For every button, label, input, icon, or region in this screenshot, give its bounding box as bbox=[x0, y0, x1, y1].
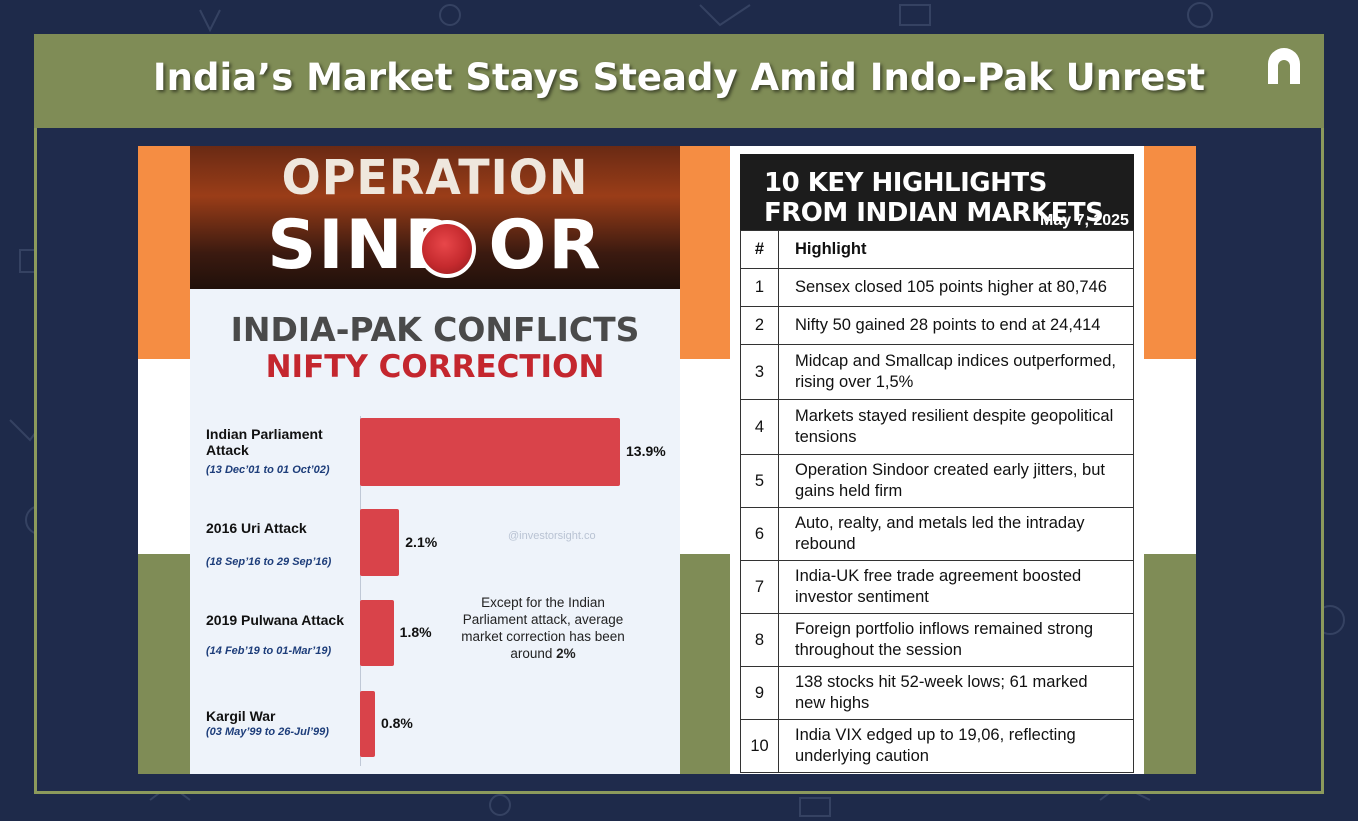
row-number: 9 bbox=[740, 666, 779, 720]
highlights-table-body: 1 Sensex closed 105 points higher at 80,7… bbox=[740, 268, 1134, 773]
column-header-highlight: Highlight bbox=[778, 230, 1134, 269]
table-row: 9 138 stocks hit 52-week lows; 61 marked … bbox=[740, 666, 1134, 720]
row-number: 2 bbox=[740, 306, 779, 345]
bar bbox=[360, 509, 400, 576]
page-title: India’s Market Stays Steady Amid Indo-Pa… bbox=[152, 56, 1206, 99]
bar-period-label: (13 Dec’01 to 01 Oct’02) bbox=[206, 464, 330, 476]
nifty-correction-infographic: OPERATION SIND OR INDIA-PAK CONFLICTS NI… bbox=[190, 146, 680, 774]
row-highlight-text: India-UK free trade agreement boosted in… bbox=[778, 560, 1134, 614]
bar bbox=[360, 600, 394, 666]
operation-sindoor-banner: OPERATION SIND OR bbox=[190, 146, 680, 289]
highlights-card: 10 KEY HIGHLIGHTS FROM INDIAN MARKETS Ma… bbox=[730, 146, 1144, 774]
bar-category-label: Indian Parliament Attack bbox=[206, 426, 323, 458]
bar-value-label: 1.8% bbox=[399, 624, 432, 640]
bar-period-label: (03 May’99 to 26-Jul’99) bbox=[206, 726, 329, 738]
bar-category-label: 2016 Uri Attack bbox=[206, 520, 307, 536]
chart-note: Except for the Indian Parliament attack,… bbox=[458, 594, 628, 662]
row-highlight-text: Operation Sindoor created early jitters,… bbox=[778, 454, 1134, 508]
note-text: Except for the Indian Parliament attack,… bbox=[461, 595, 625, 661]
chart-axis-line bbox=[360, 416, 361, 766]
sindoor-bowl-icon bbox=[418, 220, 476, 278]
row-number: 4 bbox=[740, 399, 779, 455]
row-number: 1 bbox=[740, 268, 779, 307]
column-header-number: # bbox=[740, 230, 779, 269]
table-row: 8 Foreign portfolio inflows remained stro… bbox=[740, 613, 1134, 667]
table-row: 10 India VIX edged up to 19,06, reflectin… bbox=[740, 719, 1134, 773]
row-highlight-text: India VIX edged up to 19,06, reflecting … bbox=[778, 719, 1134, 773]
bar-category-label: Kargil War bbox=[206, 708, 276, 724]
bar-period-label: (14 Feb’19 to 01-Mar’19) bbox=[206, 645, 332, 657]
row-number: 6 bbox=[740, 507, 779, 561]
row-number: 10 bbox=[740, 719, 779, 773]
bar-category-label: 2019 Pulwana Attack bbox=[206, 612, 344, 628]
highlights-table: # Highlight 1 Sensex closed 105 points hi… bbox=[740, 230, 1134, 773]
row-highlight-text: 138 stocks hit 52-week lows; 61 marked n… bbox=[778, 666, 1134, 720]
table-header-row: # Highlight bbox=[740, 230, 1134, 269]
table-row: 2 Nifty 50 gained 28 points to end at 24,… bbox=[740, 306, 1134, 345]
row-number: 7 bbox=[740, 560, 779, 614]
row-number: 8 bbox=[740, 613, 779, 667]
row-highlight-text: Nifty 50 gained 28 points to end at 24,4… bbox=[778, 306, 1134, 345]
bar bbox=[360, 418, 620, 486]
row-number: 5 bbox=[740, 454, 779, 508]
table-row: 3 Midcap and Smallcap indices outperforme… bbox=[740, 344, 1134, 400]
note-bold-value: 2% bbox=[556, 646, 576, 661]
bar-value-label: 2.1% bbox=[405, 533, 438, 550]
bar-value-label: 13.9% bbox=[626, 443, 666, 459]
row-highlight-text: Markets stayed resilient despite geopoli… bbox=[778, 399, 1134, 455]
table-row: 6 Auto, realty, and metals led the intrad… bbox=[740, 507, 1134, 561]
table-row: 5 Operation Sindoor created early jitters… bbox=[740, 454, 1134, 508]
table-row: 7 India-UK free trade agreement boosted i… bbox=[740, 560, 1134, 614]
table-row: 4 Markets stayed resilient despite geopol… bbox=[740, 399, 1134, 455]
conflicts-subtitle: NIFTY CORRECTION bbox=[265, 349, 605, 385]
bar-period-label: (18 Sep’16 to 29 Sep’16) bbox=[206, 556, 332, 568]
row-highlight-text: Midcap and Smallcap indices outperformed… bbox=[778, 344, 1134, 400]
row-highlight-text: Auto, realty, and metals led the intrada… bbox=[778, 507, 1134, 561]
row-number: 3 bbox=[740, 344, 779, 400]
bar-value-label: 0.8% bbox=[380, 715, 413, 731]
conflicts-title: INDIA-PAK CONFLICTS bbox=[230, 310, 640, 349]
header-bar bbox=[34, 34, 1324, 128]
highlights-title: 10 KEY HIGHLIGHTS FROM INDIAN MARKETS bbox=[764, 168, 1104, 228]
row-highlight-text: Sensex closed 105 points higher at 80,74… bbox=[778, 268, 1134, 307]
row-highlight-text: Foreign portfolio inflows remained stron… bbox=[778, 613, 1134, 667]
bar bbox=[360, 691, 375, 757]
highlights-header: 10 KEY HIGHLIGHTS FROM INDIAN MARKETS Ma… bbox=[740, 154, 1134, 230]
table-row: 1 Sensex closed 105 points higher at 80,7… bbox=[740, 268, 1134, 307]
banner-operation-text: OPERATION bbox=[281, 148, 589, 206]
brand-logo-icon bbox=[1268, 48, 1300, 84]
watermark: @investorsight.co bbox=[508, 530, 596, 542]
highlights-date: May 7, 2025 bbox=[1040, 212, 1129, 229]
